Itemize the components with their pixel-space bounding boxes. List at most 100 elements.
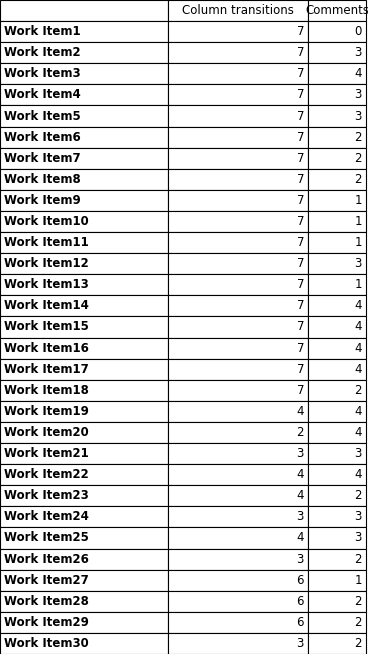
Text: 3: 3 — [297, 637, 304, 650]
Text: 7: 7 — [297, 215, 304, 228]
Text: Work Item15: Work Item15 — [4, 320, 89, 334]
Text: Work Item10: Work Item10 — [4, 215, 89, 228]
Bar — [0, 611, 168, 633]
Text: Work Item9: Work Item9 — [4, 194, 81, 207]
Text: Work Item22: Work Item22 — [4, 468, 89, 481]
Bar — [168, 337, 308, 358]
Bar — [168, 422, 308, 443]
Bar — [0, 211, 168, 232]
Text: 2: 2 — [354, 553, 362, 566]
Text: Work Item16: Work Item16 — [4, 341, 89, 354]
Bar — [0, 358, 168, 380]
Text: Work Item4: Work Item4 — [4, 88, 81, 101]
Bar — [308, 527, 366, 549]
Bar — [0, 527, 168, 549]
Bar — [308, 0, 366, 21]
Bar — [308, 337, 366, 358]
Text: Work Item21: Work Item21 — [4, 447, 89, 460]
Bar — [168, 169, 308, 190]
Bar — [168, 358, 308, 380]
Bar — [308, 485, 366, 506]
Bar — [168, 401, 308, 422]
Bar — [308, 84, 366, 105]
Text: 2: 2 — [354, 616, 362, 629]
Bar — [0, 148, 168, 169]
Bar — [308, 232, 366, 253]
Text: Work Item12: Work Item12 — [4, 257, 89, 270]
Bar — [0, 169, 168, 190]
Bar — [0, 43, 168, 63]
Bar — [168, 633, 308, 654]
Text: Work Item26: Work Item26 — [4, 553, 89, 566]
Bar — [0, 401, 168, 422]
Text: 4: 4 — [354, 468, 362, 481]
Bar — [168, 570, 308, 591]
Bar — [0, 0, 168, 21]
Bar — [168, 527, 308, 549]
Text: 7: 7 — [297, 46, 304, 60]
Bar — [308, 549, 366, 570]
Text: 1: 1 — [354, 236, 362, 249]
Bar — [168, 274, 308, 296]
Text: Work Item13: Work Item13 — [4, 279, 89, 291]
Text: 6: 6 — [297, 594, 304, 608]
Text: Work Item8: Work Item8 — [4, 173, 81, 186]
Bar — [168, 105, 308, 127]
Bar — [0, 485, 168, 506]
Text: 7: 7 — [297, 341, 304, 354]
Bar — [308, 43, 366, 63]
Bar — [308, 21, 366, 43]
Bar — [0, 464, 168, 485]
Text: 7: 7 — [297, 173, 304, 186]
Bar — [308, 611, 366, 633]
Bar — [168, 84, 308, 105]
Text: 7: 7 — [297, 363, 304, 375]
Text: Work Item23: Work Item23 — [4, 489, 89, 502]
Bar — [168, 211, 308, 232]
Bar — [308, 380, 366, 401]
Bar — [168, 464, 308, 485]
Text: 3: 3 — [297, 553, 304, 566]
Bar — [168, 148, 308, 169]
Text: 7: 7 — [297, 25, 304, 38]
Text: 3: 3 — [355, 46, 362, 60]
Text: 6: 6 — [297, 616, 304, 629]
Bar — [168, 127, 308, 148]
Bar — [308, 63, 366, 84]
Text: Work Item1: Work Item1 — [4, 25, 81, 38]
Bar — [168, 506, 308, 527]
Bar — [0, 506, 168, 527]
Text: 4: 4 — [297, 468, 304, 481]
Text: 3: 3 — [297, 447, 304, 460]
Text: Work Item17: Work Item17 — [4, 363, 89, 375]
Text: 2: 2 — [354, 637, 362, 650]
Bar — [308, 591, 366, 611]
Bar — [0, 84, 168, 105]
Bar — [168, 485, 308, 506]
Text: 4: 4 — [354, 341, 362, 354]
Bar — [168, 591, 308, 611]
Bar — [0, 127, 168, 148]
Text: 7: 7 — [297, 88, 304, 101]
Bar — [308, 169, 366, 190]
Text: 7: 7 — [297, 320, 304, 334]
Bar — [168, 21, 308, 43]
Text: 7: 7 — [297, 131, 304, 144]
Text: 1: 1 — [354, 215, 362, 228]
Bar — [308, 105, 366, 127]
Text: 2: 2 — [354, 152, 362, 165]
Bar — [308, 190, 366, 211]
Text: 7: 7 — [297, 257, 304, 270]
Bar — [168, 0, 308, 21]
Text: Work Item2: Work Item2 — [4, 46, 81, 60]
Text: 4: 4 — [354, 320, 362, 334]
Text: Work Item29: Work Item29 — [4, 616, 89, 629]
Bar — [0, 443, 168, 464]
Bar — [168, 63, 308, 84]
Text: 3: 3 — [355, 88, 362, 101]
Text: Work Item19: Work Item19 — [4, 405, 89, 418]
Text: Work Item11: Work Item11 — [4, 236, 89, 249]
Text: 4: 4 — [297, 405, 304, 418]
Bar — [0, 591, 168, 611]
Text: 2: 2 — [354, 384, 362, 397]
